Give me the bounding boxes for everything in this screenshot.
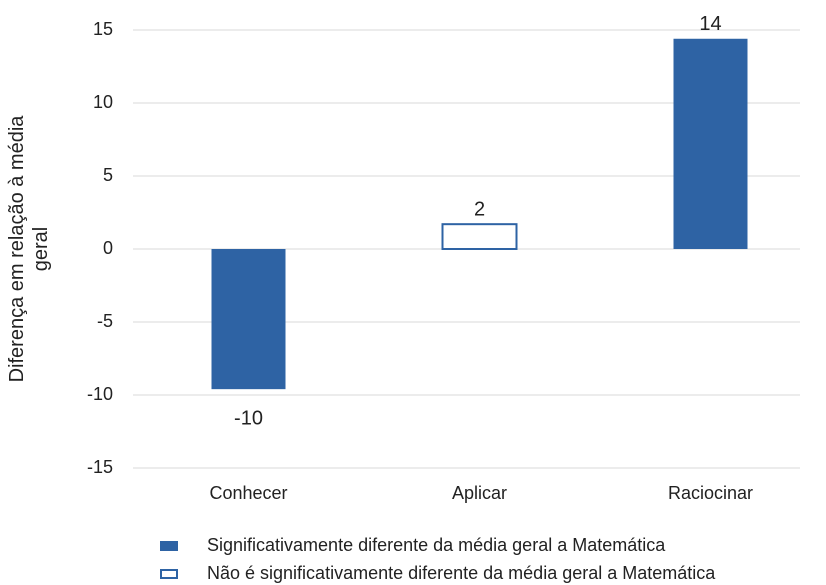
y-axis-label-line: geral xyxy=(30,227,52,271)
y-tick-label: -15 xyxy=(87,457,113,477)
bar xyxy=(441,223,518,250)
y-tick-label: 15 xyxy=(93,19,113,39)
legend-label: Significativamente diferente da média ge… xyxy=(207,535,666,555)
y-tick-label: -5 xyxy=(97,311,113,331)
y-tick-label: 5 xyxy=(103,165,113,185)
x-tick-label: Raciocinar xyxy=(668,483,753,503)
legend-label: Não é significativamente diferente da mé… xyxy=(207,563,716,583)
data-label: 2 xyxy=(474,198,485,220)
y-tick-label: 10 xyxy=(93,92,113,112)
data-label: 14 xyxy=(699,13,721,35)
legend-swatch xyxy=(160,541,178,551)
bar xyxy=(211,249,286,390)
y-tick-label: 0 xyxy=(103,238,113,258)
x-tick-label: Aplicar xyxy=(452,483,507,503)
x-tick-label: Conhecer xyxy=(209,483,287,503)
data-label: -10 xyxy=(234,407,263,429)
legend-swatch xyxy=(160,569,178,579)
y-tick-label: -10 xyxy=(87,384,113,404)
y-axis-label-line: Diferença em relação à média xyxy=(6,115,28,383)
bar xyxy=(673,38,748,250)
y-axis-label: Diferença em relação à média geral xyxy=(6,115,52,383)
